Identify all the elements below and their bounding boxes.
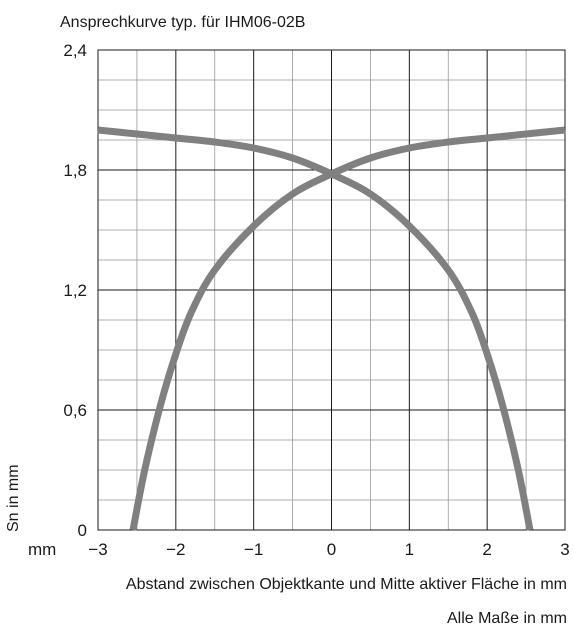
- y-axis-label: Sn in mm: [5, 464, 22, 532]
- y-tick-labels: 0 0,6 1,2 1,8 2,4: [63, 41, 87, 540]
- x-tick-label: −1: [244, 540, 263, 559]
- x-tick-label: 1: [405, 540, 414, 559]
- x-unit-label: mm: [28, 540, 56, 559]
- y-tick-label: 1,2: [63, 281, 87, 300]
- x-axis-label: Abstand zwischen Objektkante und Mitte a…: [126, 576, 567, 593]
- x-tick-label: 3: [560, 540, 569, 559]
- series-line-1: [129, 126, 566, 531]
- x-tick-label: 0: [327, 540, 336, 559]
- chart-title: Ansprechkurve typ. für IHM06-02B: [60, 14, 305, 31]
- x-tick-label: −3: [88, 540, 107, 559]
- x-tick-label: 2: [482, 540, 491, 559]
- plot-frame: [97, 49, 566, 531]
- series-line-2: [97, 126, 534, 531]
- y-tick-label: 1,8: [63, 161, 87, 180]
- footnote: Alle Maße in mm: [447, 610, 567, 627]
- series-layer: [97, 126, 566, 531]
- x-tick-labels: −3 −2 −1 0 1 2 3: [88, 540, 569, 559]
- y-tick-label: 2,4: [63, 41, 87, 60]
- y-tick-label: 0,6: [63, 401, 87, 420]
- y-tick-label: 0: [78, 521, 87, 540]
- x-tick-label: −2: [166, 540, 185, 559]
- major-grid: [97, 49, 566, 531]
